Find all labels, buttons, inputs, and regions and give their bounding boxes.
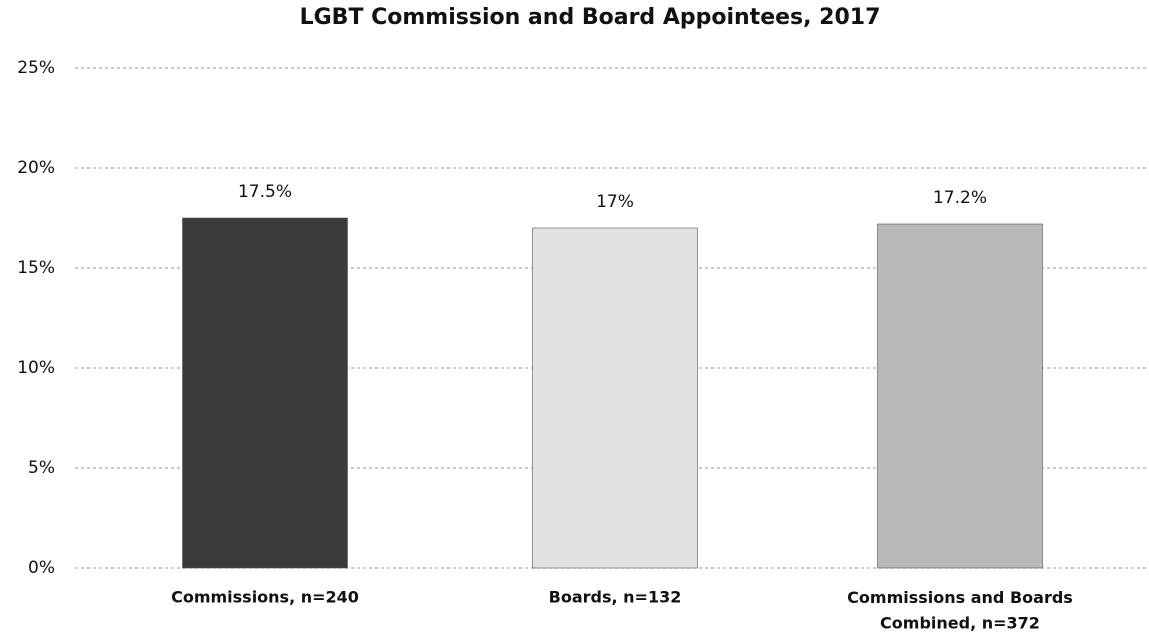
x-tick-label: Commissions and Boards Combined, n=372 bbox=[847, 588, 1073, 633]
y-tick-label: 20% bbox=[17, 158, 55, 178]
data-label: 17.5% bbox=[238, 182, 292, 202]
y-tick-label: 5% bbox=[28, 458, 55, 478]
data-label: 17.2% bbox=[933, 188, 987, 208]
bar bbox=[877, 223, 1043, 569]
bar bbox=[182, 217, 348, 569]
y-tick-label: 25% bbox=[17, 58, 55, 78]
data-label: 17% bbox=[596, 192, 634, 212]
x-tick-label: Boards, n=132 bbox=[549, 588, 682, 607]
x-tick-label: Commissions, n=240 bbox=[171, 588, 359, 607]
y-tick-label: 0% bbox=[28, 558, 55, 578]
y-tick-label: 10% bbox=[17, 358, 55, 378]
bar bbox=[532, 227, 698, 569]
y-tick-label: 15% bbox=[17, 258, 55, 278]
chart-title: LGBT Commission and Board Appointees, 20… bbox=[300, 5, 881, 30]
